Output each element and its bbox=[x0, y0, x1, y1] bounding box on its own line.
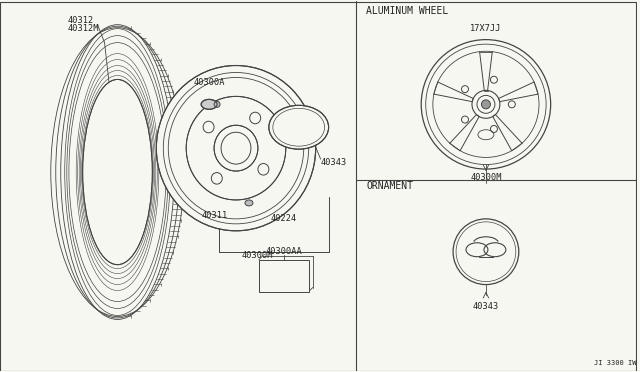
Text: 40300M: 40300M bbox=[470, 173, 502, 182]
Bar bbox=[259, 260, 308, 292]
Text: 40343: 40343 bbox=[473, 302, 499, 311]
Text: 17X7JJ: 17X7JJ bbox=[470, 24, 502, 33]
Ellipse shape bbox=[83, 80, 152, 264]
Text: 40300M: 40300M bbox=[241, 251, 273, 260]
Text: ORNAMENT: ORNAMENT bbox=[367, 181, 413, 191]
Text: 40224: 40224 bbox=[271, 214, 297, 223]
Ellipse shape bbox=[269, 105, 328, 149]
Text: 40311: 40311 bbox=[202, 211, 228, 220]
Ellipse shape bbox=[245, 200, 253, 206]
Ellipse shape bbox=[201, 99, 217, 109]
Text: 40300AA: 40300AA bbox=[266, 247, 302, 256]
Text: 40312M: 40312M bbox=[68, 24, 99, 33]
Text: ALUMINUM WHEEL: ALUMINUM WHEEL bbox=[367, 6, 449, 16]
Text: JI 3300 IW: JI 3300 IW bbox=[594, 360, 637, 366]
Ellipse shape bbox=[156, 65, 316, 231]
Text: 40312: 40312 bbox=[68, 16, 94, 25]
Text: 40300A: 40300A bbox=[193, 78, 225, 87]
Ellipse shape bbox=[214, 125, 258, 171]
Text: 40343: 40343 bbox=[321, 158, 347, 167]
Circle shape bbox=[481, 100, 490, 109]
Ellipse shape bbox=[214, 101, 220, 108]
Ellipse shape bbox=[186, 96, 286, 200]
